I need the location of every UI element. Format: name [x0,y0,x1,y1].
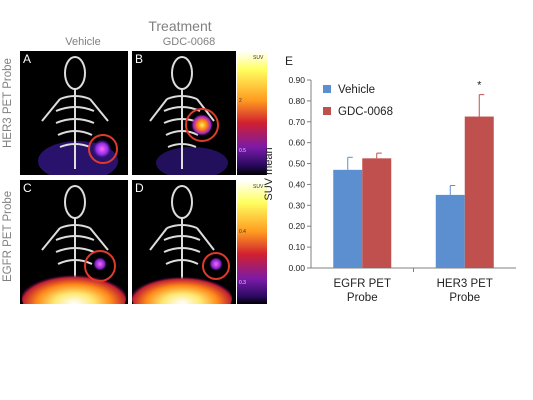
bar-1-0 [362,158,392,268]
column-label-vehicle: Vehicle [65,36,101,48]
legend-swatch-1 [323,107,331,115]
color-scale-egfr: SUV 0.4 0.3 [237,180,267,304]
y-tick-label: 0.00 [288,263,305,273]
column-label-gdc0068: GDC-0068 [162,36,216,48]
panel-letter-a: A [23,52,32,66]
y-tick-label: 0.50 [288,159,305,169]
pet-image-b [149,56,228,175]
x-tick-label: Probe [449,292,480,304]
panel-letter-d: D [135,181,144,195]
x-tick-label: HER3 PET [437,278,493,290]
panel-c-vehicle-egfr: C [20,180,128,304]
panel-letter-c: C [23,181,32,195]
scale-her3-low: 0.5 [239,148,246,154]
chart-panel-letter: E [285,54,294,68]
treatment-title: Treatment [148,18,212,34]
pet-image-a [38,56,118,175]
legend-label-1: GDC-0068 [338,106,393,118]
x-tick-label: Probe [347,292,378,304]
y-tick-label: 0.60 [288,138,305,148]
scale-her3-title: SUV [253,55,264,61]
y-tick-label: 0.90 [288,75,305,85]
y-tick-label: 0.20 [288,221,305,231]
panel-b-gdc0068-her3: B [132,51,236,175]
y-tick-label: 0.80 [288,96,305,106]
x-tick-label: EGFR PET [333,278,391,290]
panel-d-gdc0068-egfr: D [132,180,236,304]
scale-egfr-high: 0.4 [239,229,246,235]
y-tick-label: 0.30 [288,200,305,210]
panel-a-vehicle-her3: A [20,51,128,175]
bar-0-1 [435,194,465,268]
scale-egfr-title: SUV [253,184,264,190]
y-tick-label: 0.40 [288,179,305,189]
scale-egfr-low: 0.3 [239,280,246,286]
pet-image-c [22,185,126,304]
bar-1-1 [464,116,494,268]
legend-swatch-0 [323,85,331,93]
y-tick-label: 0.10 [288,242,305,252]
legend-label-0: Vehicle [338,84,375,96]
y-axis-label: SUV mean [263,147,275,200]
panel-letter-b: B [135,52,144,66]
scale-her3-high: 2 [239,98,242,104]
y-tick-label: 0.70 [288,117,305,127]
bar-0-0 [333,169,363,268]
significance-asterisk: * [477,80,482,92]
pet-image-d [132,185,232,304]
color-scale-her3: SUV 2 0.5 [237,51,267,175]
